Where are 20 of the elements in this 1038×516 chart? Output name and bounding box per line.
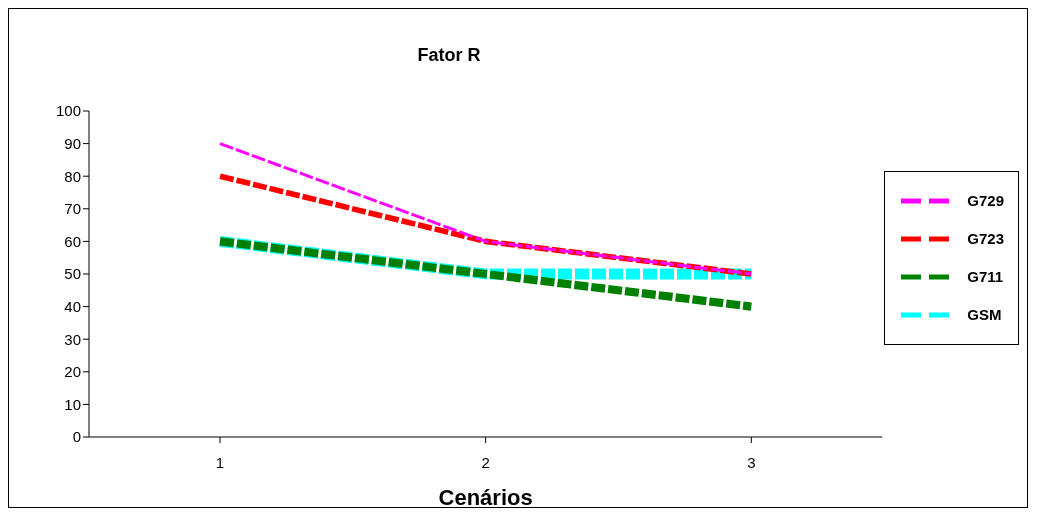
legend-label: G711 (967, 267, 1004, 287)
y-tick-label: 50 (64, 265, 81, 283)
legend-label: G729 (967, 191, 1004, 211)
y-tick-label: 0 (72, 428, 81, 446)
y-tick-label: 80 (64, 167, 81, 185)
y-tick-label: 20 (64, 363, 81, 381)
x-axis-title: Cenários (438, 485, 533, 510)
chart-title: Fator R (416, 45, 482, 66)
y-tick-label: 60 (64, 232, 81, 250)
x-tick-label: 2 (481, 453, 490, 471)
y-tick-label: 40 (64, 297, 81, 315)
x-tick-label: 1 (215, 453, 225, 471)
legend-label: GSM (967, 305, 1002, 325)
y-tick-label: 100 (55, 102, 81, 120)
x-tick-label: 3 (747, 453, 756, 471)
y-tick-label: 10 (64, 395, 81, 413)
y-tick-label: 30 (64, 330, 81, 348)
legend-label: G723 (967, 229, 1004, 249)
y-tick-label: 90 (64, 134, 81, 152)
y-tick-label: 70 (64, 200, 81, 218)
